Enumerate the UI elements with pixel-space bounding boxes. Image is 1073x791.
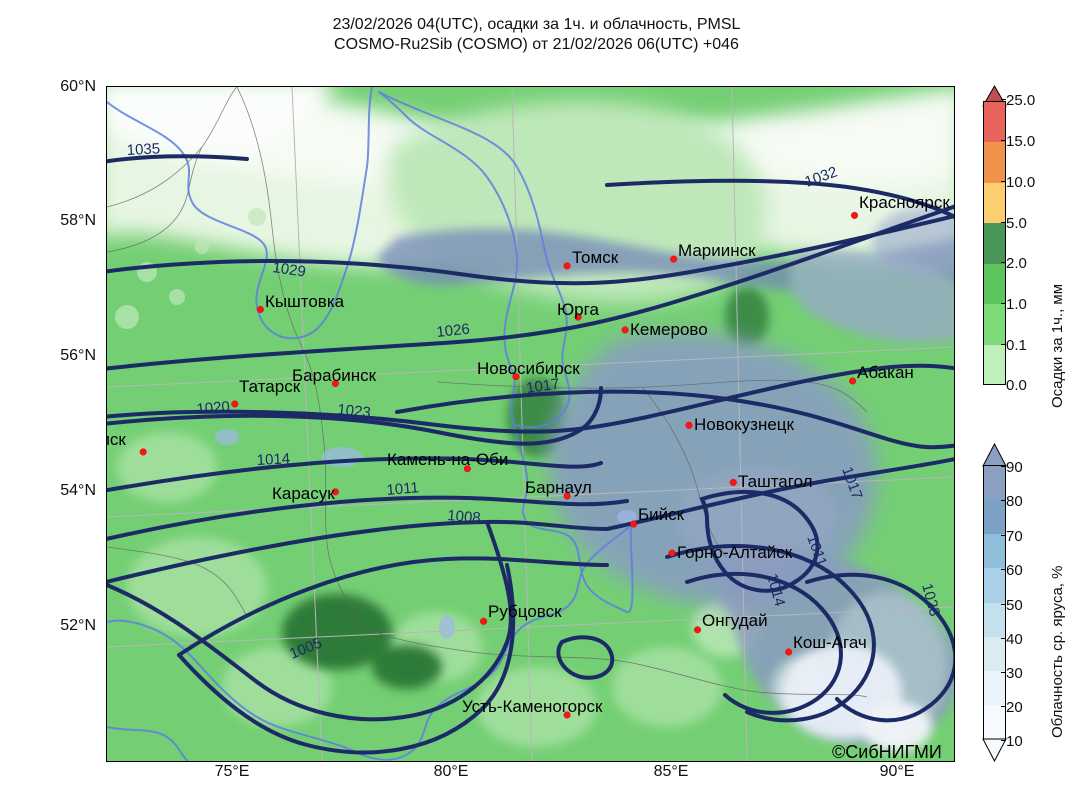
- svg-text:1008: 1008: [447, 507, 482, 527]
- svg-text:1035: 1035: [126, 140, 160, 159]
- svg-text:Усть-Каменогорск: Усть-Каменогорск: [462, 697, 603, 716]
- svg-text:1011: 1011: [386, 479, 420, 499]
- svg-text:Барабинск: Барабинск: [292, 366, 377, 385]
- svg-text:Кыштовка: Кыштовка: [265, 292, 345, 311]
- svg-text:Бийск: Бийск: [638, 505, 685, 524]
- svg-text:Горно-Алтайск: Горно-Алтайск: [677, 543, 793, 562]
- svg-text:Камень-на-Оби: Камень-на-Оби: [387, 450, 508, 469]
- svg-text:Новосибирск: Новосибирск: [477, 359, 580, 378]
- svg-text:Юрга: Юрга: [557, 300, 599, 319]
- svg-text:Онгудай: Онгудай: [702, 611, 768, 630]
- svg-text:Рубцовск: Рубцовск: [488, 602, 562, 621]
- svg-text:Кемерово: Кемерово: [630, 320, 708, 339]
- svg-text:Красноярск: Красноярск: [859, 193, 950, 212]
- svg-text:Абакан: Абакан: [857, 363, 914, 382]
- svg-text:Кош-Агач: Кош-Агач: [793, 633, 867, 652]
- svg-text:Карасук: Карасук: [272, 484, 335, 503]
- svg-text:©СибНИГМИ: ©СибНИГМИ: [832, 742, 942, 761]
- svg-text:Новокузнецк: Новокузнецк: [694, 415, 795, 434]
- svg-text:Татарск: Татарск: [239, 377, 301, 396]
- svg-text:Томск: Томск: [572, 248, 619, 267]
- svg-text:Мариинск: Мариинск: [678, 241, 756, 260]
- svg-text:Барнаул: Барнаул: [525, 478, 592, 497]
- svg-text:Омск: Омск: [107, 430, 126, 449]
- svg-text:1014: 1014: [256, 450, 290, 469]
- svg-text:1020: 1020: [196, 398, 231, 418]
- svg-text:Таштагол: Таштагол: [738, 472, 813, 491]
- svg-text:1026: 1026: [436, 321, 471, 341]
- svg-text:1023: 1023: [337, 401, 372, 421]
